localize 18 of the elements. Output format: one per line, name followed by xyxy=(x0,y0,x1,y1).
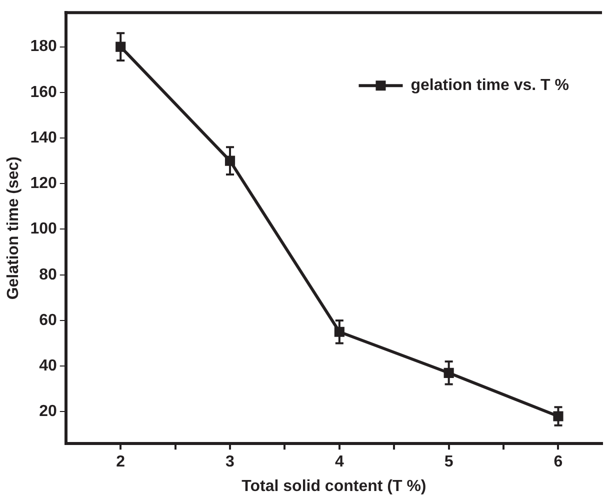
y-tick-label: 20 xyxy=(39,403,57,420)
x-axis-title: Total solid content (T %) xyxy=(242,478,426,495)
y-tick-label: 180 xyxy=(30,38,57,56)
y-tick-label: 60 xyxy=(39,312,57,329)
y-tick-label: 120 xyxy=(30,175,57,192)
y-tick-label: 160 xyxy=(30,84,57,101)
y-tick-label: 100 xyxy=(30,220,57,238)
x-tick-label: 6 xyxy=(554,454,563,471)
x-tick-label: 5 xyxy=(444,454,454,471)
x-tick-label: 3 xyxy=(226,454,235,471)
x-tick-label: 4 xyxy=(334,454,344,471)
x-tick-label: 2 xyxy=(116,454,126,471)
y-axis-title: Gelation time (sec) xyxy=(5,156,22,300)
legend-label: gelation time vs. T % xyxy=(410,77,570,94)
y-tick-label: 40 xyxy=(39,357,57,374)
y-tick-label: 140 xyxy=(30,129,57,146)
point xyxy=(553,411,564,422)
y-tick-label: 80 xyxy=(39,266,57,284)
